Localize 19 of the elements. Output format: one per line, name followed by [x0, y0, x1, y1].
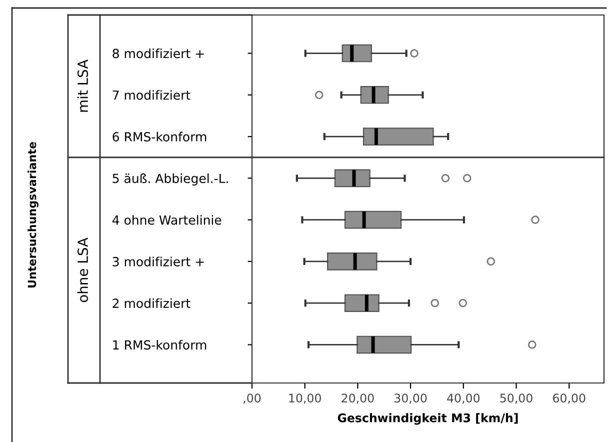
- y-tick-label: 1 RMS-konform: [113, 340, 206, 350]
- y-tick-label: 4 ohne Wartelinie: [112, 215, 222, 225]
- x-tick-label: 10,00: [289, 394, 321, 404]
- x-tick-label: 20,00: [342, 394, 374, 404]
- x-tick-label: 40,00: [447, 394, 480, 404]
- x-tick-label: 50,00: [500, 394, 532, 404]
- y-tick-label: 6 RMS-konform: [112, 132, 206, 142]
- y-tick-label: 8 modifiziert +: [112, 48, 204, 58]
- x-tick-label: ,00: [244, 394, 261, 404]
- x-tick-label: 60,00: [553, 394, 586, 404]
- y-tick-label: 5 äuß. Abbiegel.-L.: [112, 173, 228, 186]
- x-axis-title: Geschwindigkeit M3 [km/h]: [338, 413, 518, 425]
- y-tick-label: 2 modifiziert: [112, 298, 190, 308]
- y-tick-label: 3 modifiziert +: [112, 256, 204, 266]
- text: ohne LSA: [77, 238, 88, 302]
- y-tick-label: 7 modifiziert: [112, 90, 190, 100]
- text: Untersuchungsvariante: [28, 142, 38, 288]
- text: mit LSA: [77, 60, 88, 112]
- x-tick-label: 30,00: [394, 394, 427, 404]
